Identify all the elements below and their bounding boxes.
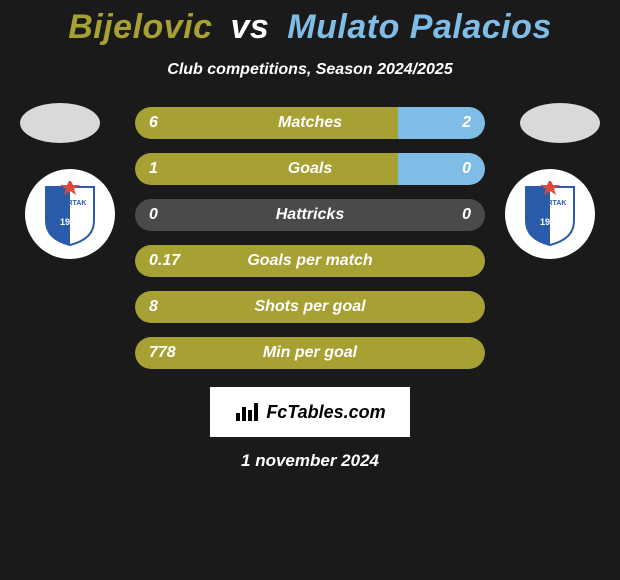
stat-row: 1Goals0 — [135, 153, 485, 185]
player1-avatar — [20, 103, 100, 143]
stat-label: Goals — [135, 160, 485, 178]
subtitle: Club competitions, Season 2024/2025 — [0, 61, 620, 79]
stat-row: 778Min per goal — [135, 337, 485, 369]
player1-name: Bijelovic — [68, 8, 212, 46]
content-area: SPARTAK 1945 SPARTAK 1945 6Matches2 1Goal… — [0, 107, 620, 471]
stats-bars: 6Matches21Goals00Hattricks00.17Goals per… — [135, 107, 485, 369]
stat-label: Matches — [135, 114, 485, 132]
vs-separator: vs — [231, 8, 270, 46]
fctables-logo: FcTables.com — [210, 387, 410, 437]
stat-row: 0Hattricks0 — [135, 199, 485, 231]
player2-avatar — [520, 103, 600, 143]
stat-row: 0.17Goals per match — [135, 245, 485, 277]
spartak-shield-icon: SPARTAK 1945 — [42, 181, 98, 247]
player1-club-badge: SPARTAK 1945 — [25, 169, 115, 259]
stat-label: Min per goal — [135, 344, 485, 362]
player2-club-badge: SPARTAK 1945 — [505, 169, 595, 259]
stat-right-value: 2 — [462, 114, 471, 132]
footer-date: 1 november 2024 — [0, 451, 620, 471]
stat-right-value: 0 — [462, 160, 471, 178]
comparison-title: Bijelovic vs Mulato Palacios — [0, 0, 620, 47]
bar-chart-icon — [234, 401, 260, 423]
spartak-shield-icon: SPARTAK 1945 — [522, 181, 578, 247]
stat-label: Hattricks — [135, 206, 485, 224]
stat-label: Goals per match — [135, 252, 485, 270]
stat-row: 8Shots per goal — [135, 291, 485, 323]
stat-row: 6Matches2 — [135, 107, 485, 139]
svg-text:1945: 1945 — [60, 217, 80, 227]
svg-text:SPARTAK: SPARTAK — [534, 200, 567, 207]
stat-right-value: 0 — [462, 206, 471, 224]
svg-text:1945: 1945 — [540, 217, 560, 227]
player2-name: Mulato Palacios — [287, 8, 551, 46]
svg-text:SPARTAK: SPARTAK — [54, 200, 87, 207]
logo-text: FcTables.com — [266, 402, 385, 423]
stat-label: Shots per goal — [135, 298, 485, 316]
